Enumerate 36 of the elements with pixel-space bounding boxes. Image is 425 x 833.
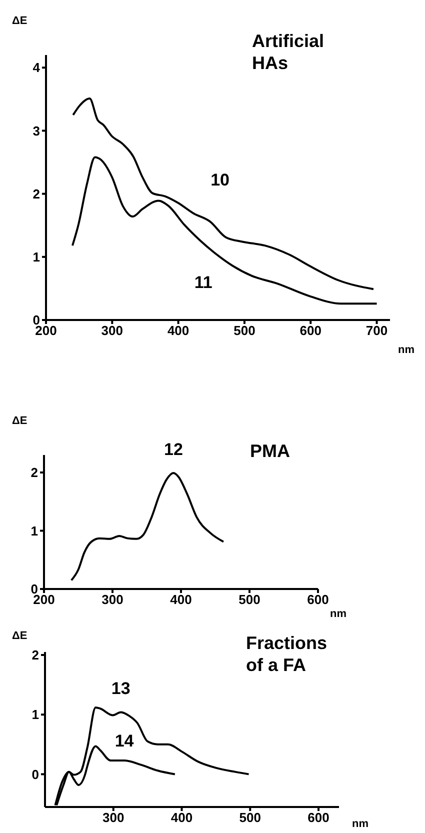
y-tick-label: 2 [30,465,38,480]
x-tick-label: 400 [167,323,190,338]
series-label: 10 [210,170,230,190]
series-label: 12 [164,440,183,460]
x-tick-label: 500 [238,592,260,608]
x-tick-label: 300 [102,592,124,608]
x-axis-title: nm [398,344,414,356]
y-tick-label: 2 [32,648,39,663]
y-axis-title: ΔE [12,415,28,427]
y-tick-label: 0 [32,766,39,782]
x-tick-label: 500 [234,323,256,338]
series-label: 13 [111,679,130,698]
y-axis-title: ΔE [12,15,28,27]
series-label: 11 [194,272,212,292]
x-tick-label: 400 [170,810,193,826]
y-tick-label: 1 [30,523,38,538]
x-tick-label: 600 [307,592,329,608]
y-axis-title: ΔE [12,630,28,642]
y-tick-label: 1 [32,250,40,265]
x-axis-title: nm [352,818,368,830]
x-tick-label: 300 [101,323,124,338]
x-tick-label: 400 [170,592,192,608]
x-axis-title: nm [330,608,346,620]
chart-title: Artificial HAs [252,30,326,74]
y-tick-label: 4 [32,60,41,76]
chart-title: PMA [250,440,291,462]
chart-title: Fractions of a FA [246,632,328,676]
y-tick-label: 3 [32,123,40,138]
x-tick-label: 700 [366,323,388,338]
x-tick-label: 500 [239,810,261,826]
y-tick-label: 1 [32,707,39,722]
x-tick-label: 300 [102,810,124,826]
x-tick-label: 600 [300,323,322,338]
series-label: 14 [114,732,134,751]
y-tick-label: 2 [32,186,40,202]
x-tick-label: 600 [308,810,330,826]
